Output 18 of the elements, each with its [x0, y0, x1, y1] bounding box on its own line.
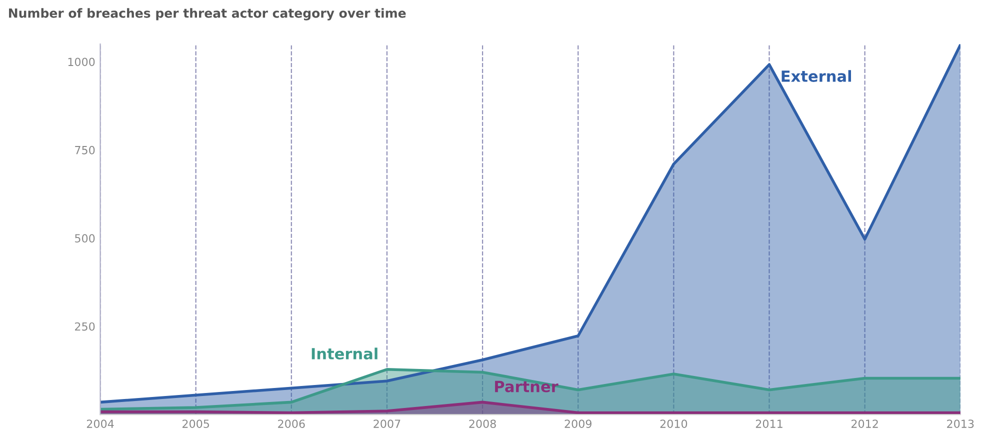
chart-title: Number of breaches per threat actor category over time [9, 8, 406, 20]
series-label: Partner [495, 380, 558, 392]
series-label: External [782, 70, 851, 82]
y-tick-label: 750 [75, 146, 95, 154]
x-tick-label: 2004 [86, 420, 114, 428]
x-tick-label: 2008 [469, 420, 496, 428]
x-tick-label: 2005 [182, 420, 210, 428]
y-tick-label: 250 [75, 322, 95, 331]
series-label: Internal [312, 348, 378, 360]
x-tick-label: 2007 [374, 420, 400, 428]
y-tick-label: 1000 [68, 58, 95, 66]
y-tick-label: 500 [75, 234, 95, 243]
x-tick-label: 2012 [851, 420, 878, 428]
x-tick-label: 2011 [756, 420, 782, 428]
x-tick-label: 2013 [947, 420, 974, 428]
x-tick-label: 2010 [660, 420, 688, 428]
x-tick-label: 2006 [278, 420, 305, 428]
x-tick-label: 2009 [564, 420, 592, 428]
